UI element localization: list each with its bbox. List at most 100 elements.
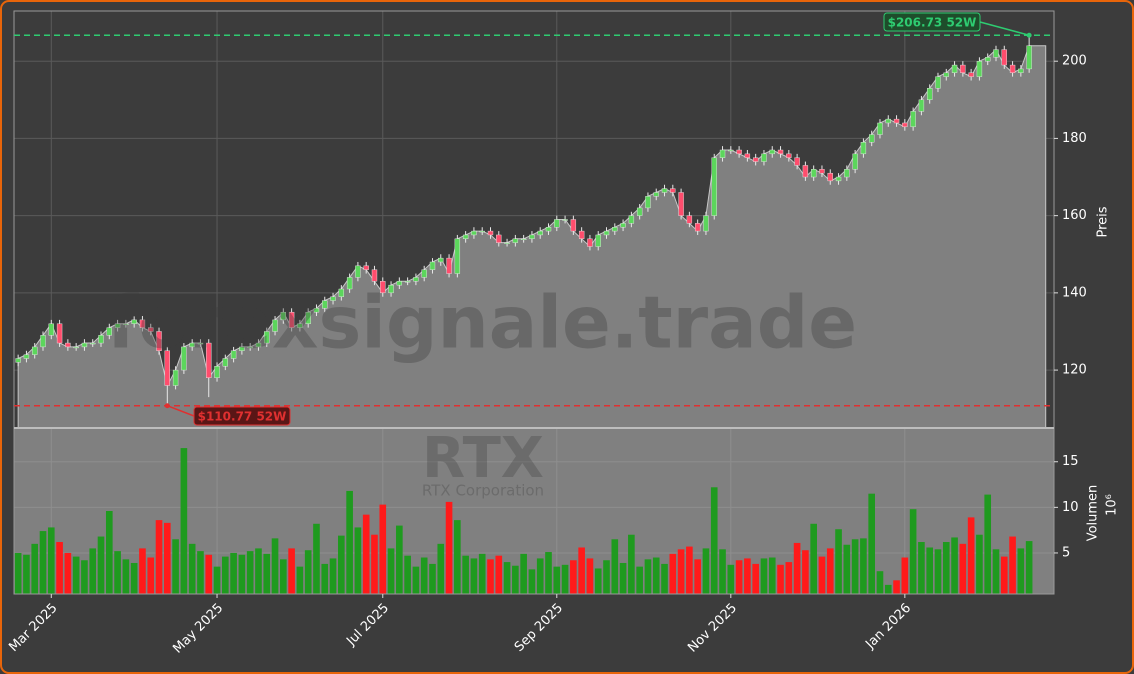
volume-bar: [661, 563, 668, 594]
y-tick-label: 180: [1062, 131, 1087, 146]
volume-bar: [868, 493, 876, 594]
candle-body: [620, 223, 626, 228]
volume-bar: [105, 511, 113, 594]
volume-bar: [570, 560, 577, 594]
volume-bar: [578, 547, 585, 594]
volume-bar: [594, 568, 602, 594]
volume-bar: [130, 562, 138, 594]
candle-body: [703, 215, 709, 232]
candle-body: [951, 64, 958, 73]
candle-body: [752, 157, 759, 162]
candle-body: [404, 281, 411, 283]
volume-bar: [271, 538, 279, 594]
volume-bar: [1009, 536, 1016, 594]
volume-bar: [321, 563, 329, 594]
y-axis-label: Preis: [1096, 206, 1111, 237]
volume-bar: [255, 548, 262, 594]
candle-body: [562, 219, 568, 221]
volume-bar: [686, 546, 693, 594]
candle-body: [214, 366, 220, 379]
annotation-box: [193, 406, 291, 426]
candle-body: [48, 323, 54, 336]
volume-bar: [835, 529, 842, 594]
volume-bar: [710, 487, 718, 594]
volume-bar: [238, 554, 246, 594]
candle-body: [885, 118, 891, 124]
candle-body: [322, 300, 328, 309]
volume-bar: [512, 565, 519, 594]
volume-bar: [31, 543, 39, 594]
annotation-box: [883, 12, 981, 32]
candle-body: [156, 331, 162, 351]
candle-body: [247, 346, 253, 349]
annotation-label: $206.73 52W: [888, 16, 977, 30]
volume-bar: [636, 566, 643, 594]
volume-bar: [197, 551, 204, 594]
candle-body: [197, 342, 204, 345]
candle-body: [114, 323, 121, 328]
candle-body: [554, 219, 560, 228]
volume-bar: [727, 564, 735, 594]
candle-body: [786, 153, 792, 158]
candle-body: [330, 296, 336, 301]
volume-bar: [462, 555, 469, 594]
candle-body: [910, 111, 916, 128]
volume-bar: [992, 549, 1000, 594]
candle-body: [413, 277, 419, 282]
candle-body: [877, 122, 883, 135]
candle-body: [239, 346, 245, 351]
candle-body: [56, 323, 63, 344]
volume-bar: [180, 448, 188, 594]
candle-body: [471, 230, 477, 236]
volume-axis-label: Volumen: [1086, 485, 1101, 542]
candle-body: [744, 153, 751, 158]
volume-bar: [785, 562, 793, 594]
volume-bar: [56, 542, 63, 594]
volume-bar: [843, 544, 851, 594]
volume-bar: [396, 525, 403, 594]
volume-bar: [884, 584, 892, 594]
volume-bar: [536, 558, 544, 594]
volume-bar: [760, 558, 768, 594]
annotation-label: $110.77 52W: [198, 410, 287, 424]
candle-body: [396, 281, 403, 286]
candle-body: [148, 327, 154, 332]
volume-bar: [362, 514, 370, 594]
volume-bar: [263, 553, 271, 594]
y-tick-label: 200: [1062, 54, 1087, 69]
candle-body: [636, 207, 643, 216]
candle-body: [479, 230, 485, 233]
volume-bar: [909, 509, 917, 594]
volume-tick-label: 10: [1062, 500, 1079, 515]
candle-body: [172, 369, 179, 386]
candle-body: [438, 257, 444, 263]
volume-bar: [1017, 548, 1025, 594]
volume-bar: [222, 556, 229, 594]
candle-body: [603, 230, 610, 236]
candle-body: [90, 342, 96, 345]
volume-bar: [553, 566, 561, 594]
volume-bar: [412, 566, 420, 594]
candle-body: [976, 60, 983, 77]
volume-bar: [652, 557, 660, 594]
volume-bar: [976, 534, 983, 594]
volume-bar: [768, 557, 776, 594]
candle-body: [985, 57, 991, 62]
volume-bar: [147, 557, 155, 594]
candle-body: [968, 72, 974, 77]
volume-bar: [951, 537, 958, 594]
volume-bar: [313, 523, 320, 594]
volume-bar: [561, 564, 569, 594]
volume-bar: [495, 555, 503, 594]
volume-bar: [114, 551, 121, 594]
candle-body: [421, 269, 427, 278]
volume-bar: [802, 550, 809, 594]
volume-bar: [528, 569, 536, 594]
candle-body: [230, 350, 237, 359]
annotation-arrow-head: [164, 403, 170, 409]
volume-bar: [677, 549, 685, 594]
watermark-company: RTX Corporation: [422, 482, 544, 500]
candle-body: [222, 358, 229, 367]
volume-bar: [420, 557, 428, 594]
annotation-arrow: [979, 21, 1030, 36]
